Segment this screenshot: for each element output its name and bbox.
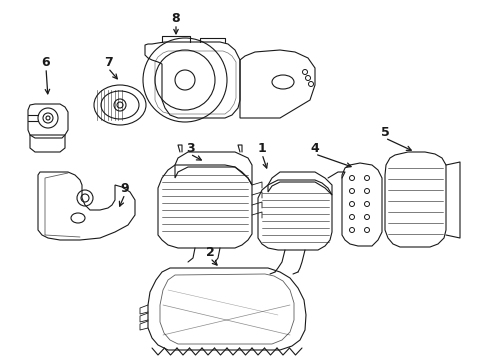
Text: 4: 4 [311,141,319,154]
Text: 3: 3 [186,141,195,154]
Text: 5: 5 [381,126,390,139]
Text: 1: 1 [258,141,267,154]
Text: 2: 2 [206,246,215,258]
Text: 7: 7 [103,55,112,68]
Text: 9: 9 [121,181,129,194]
Text: 6: 6 [42,55,50,68]
Text: 8: 8 [172,12,180,24]
